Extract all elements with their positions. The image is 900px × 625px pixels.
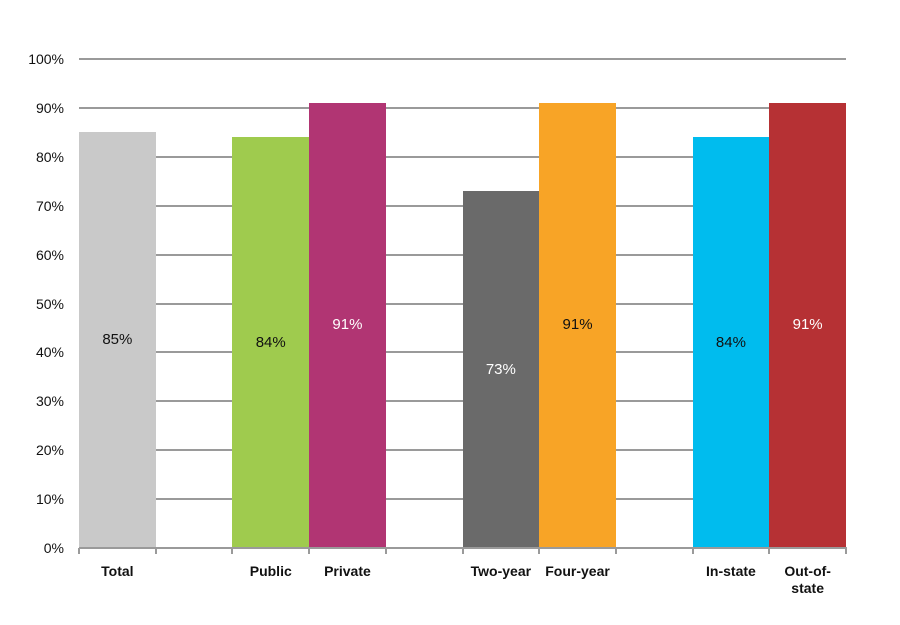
- x-axis-tick: [614, 548, 617, 554]
- x-axis-tick: [691, 548, 694, 554]
- bar-private: 91%: [309, 103, 386, 548]
- y-axis-label: 20%: [35, 442, 64, 459]
- y-axis-label: 10%: [35, 491, 64, 508]
- gridline: [79, 58, 846, 60]
- data-label: 84%: [715, 333, 746, 351]
- bar-four-year: 91%: [539, 103, 616, 548]
- x-axis-tick: [78, 548, 80, 554]
- bar-in-state: 84%: [692, 137, 770, 548]
- y-axis-label: 90%: [35, 99, 64, 116]
- y-axis-label: 70%: [35, 197, 64, 214]
- bar-public: 84%: [232, 137, 310, 548]
- x-axis-label: Total: [101, 563, 134, 579]
- y-axis-label: 50%: [35, 295, 64, 312]
- y-axis-label: 80%: [35, 148, 64, 165]
- data-label: 85%: [102, 331, 133, 349]
- x-axis-tick: [461, 548, 464, 554]
- x-axis-label: Four-year: [545, 563, 610, 579]
- x-axis-tick: [768, 548, 771, 554]
- bar-out-of-state: 91%: [769, 103, 846, 548]
- data-label: 91%: [562, 316, 593, 334]
- y-axis-label: 100%: [28, 51, 64, 67]
- bar-two-year: 73%: [462, 191, 540, 548]
- gridline: [79, 155, 846, 158]
- x-axis-tick: [231, 548, 234, 554]
- x-axis-tick: [538, 548, 541, 554]
- x-axis-label: Private: [324, 563, 371, 579]
- data-label: 73%: [485, 360, 516, 378]
- x-axis-tick: [308, 548, 311, 554]
- y-axis-label: 60%: [35, 246, 64, 263]
- x-axis-tick: [384, 548, 387, 554]
- x-axis-label: Two-year: [470, 563, 532, 579]
- x-axis-tick: [845, 548, 847, 554]
- data-label: 91%: [332, 316, 363, 334]
- data-label: 84%: [255, 333, 286, 351]
- gridline: [79, 106, 846, 109]
- x-axis-label: In-state: [706, 563, 756, 579]
- bar-total: 85%: [79, 132, 156, 548]
- x-axis-label: Public: [249, 563, 292, 579]
- x-axis-tick: [154, 548, 157, 554]
- y-axis-label: 0%: [43, 540, 64, 556]
- y-axis-label: 40%: [35, 344, 64, 361]
- data-label: 91%: [792, 316, 823, 334]
- x-axis-label: Out-of- state: [784, 563, 831, 596]
- y-axis-label: 30%: [35, 393, 64, 410]
